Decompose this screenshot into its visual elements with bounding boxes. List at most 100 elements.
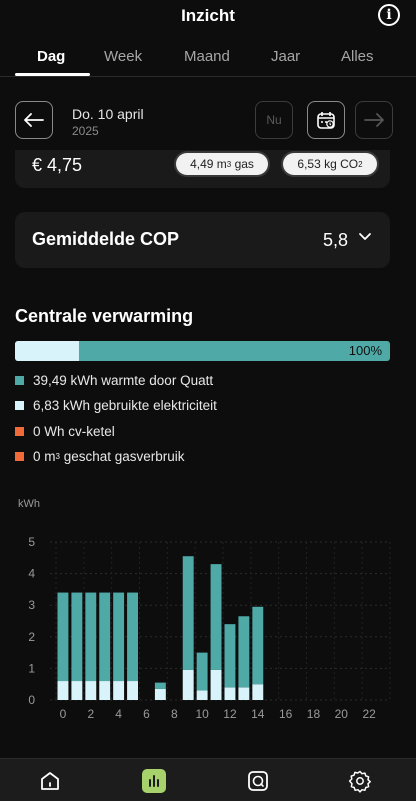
y-tick-label: 2: [28, 630, 35, 644]
co2-label: CO: [340, 157, 359, 171]
bar-heat[interactable]: [154, 682, 166, 689]
y-tick-label: 0: [28, 693, 35, 707]
y-axis-label: kWh: [18, 498, 40, 510]
co2-pill: 6,53 kg CO 2: [283, 153, 377, 175]
bar-electricity[interactable]: [85, 681, 97, 700]
chat-icon: [248, 771, 268, 791]
x-axis-ticks: 0 2 4 6 8 10 12 14 16 18 20 22: [60, 707, 377, 721]
x-tick-label: 0: [60, 707, 67, 721]
legend-swatch: [15, 401, 24, 410]
co2-amount: 6,53: [297, 157, 321, 171]
page-title: Inzicht: [181, 6, 235, 25]
legend-gas-pre: 0 m: [33, 449, 56, 464]
legend-swatch: [15, 427, 24, 436]
tab-week[interactable]: Week: [104, 48, 143, 65]
cop-label: Gemiddelde COP: [32, 229, 180, 249]
x-tick-label: 22: [362, 707, 376, 721]
x-tick-label: 10: [195, 707, 209, 721]
tab-maand[interactable]: Maand: [184, 48, 230, 65]
legend-swatch: [15, 376, 24, 385]
gas-amount: 4,49: [190, 157, 214, 171]
bar-heat[interactable]: [238, 616, 250, 688]
bar-electricity[interactable]: [99, 681, 111, 700]
bar-heat[interactable]: [196, 652, 208, 691]
legend-boiler-text: 0 Wh cv-ketel: [33, 424, 115, 439]
co2-unit: kg: [324, 157, 337, 171]
y-tick-label: 5: [28, 535, 35, 549]
bar-electricity[interactable]: [238, 687, 250, 700]
bar-heat[interactable]: [210, 564, 222, 670]
nav-chat[interactable]: [244, 767, 272, 795]
x-tick-label: 12: [223, 707, 237, 721]
next-day-button[interactable]: [355, 101, 393, 139]
legend-boiler: 0 Wh cv-ketel: [15, 424, 115, 439]
bar-electricity[interactable]: [252, 684, 264, 700]
x-tick-label: 16: [279, 707, 293, 721]
cost-value: € 4,75: [32, 155, 83, 175]
bar-electricity[interactable]: [71, 681, 83, 700]
gas-label: gas: [234, 157, 254, 171]
electricity-share-fill: [15, 341, 79, 361]
x-tick-label: 14: [251, 707, 265, 721]
period-tabs: Dag Week Maand Jaar Alles: [0, 40, 416, 76]
chevron-down-icon[interactable]: [358, 232, 372, 242]
bar-electricity[interactable]: [154, 688, 166, 700]
settings-gear-icon: [348, 770, 371, 793]
legend-heat: 39,49 kWh warmte door Quatt: [15, 373, 213, 388]
bar-heat[interactable]: [85, 592, 97, 682]
legend-swatch: [15, 452, 24, 461]
nav-settings[interactable]: [346, 767, 374, 795]
legend-electricity: 6,83 kWh gebruikte elektriciteit: [15, 398, 217, 413]
tab-dag[interactable]: Dag: [37, 48, 66, 65]
x-tick-label: 4: [115, 707, 122, 721]
nav-home[interactable]: [36, 767, 64, 795]
arrow-left-icon: [24, 113, 44, 127]
legend-heat-text: 39,49 kWh warmte door Quatt: [33, 373, 214, 388]
bar-electricity[interactable]: [224, 687, 236, 700]
bar-heat[interactable]: [71, 592, 83, 682]
bar-electricity[interactable]: [196, 690, 208, 700]
bar-electricity[interactable]: [210, 669, 222, 700]
now-label: Nu: [266, 113, 282, 127]
previous-day-button[interactable]: [15, 101, 53, 139]
central-heating-title: Centrale verwarming: [15, 306, 194, 326]
x-tick-label: 2: [87, 707, 94, 721]
bar-heat[interactable]: [182, 556, 194, 670]
bar-electricity[interactable]: [113, 681, 125, 700]
bottom-navigation: [0, 758, 416, 801]
bar-heat[interactable]: [252, 606, 264, 685]
bar-heat[interactable]: [113, 592, 125, 682]
gas-unit-sup: 3: [226, 159, 232, 169]
bar-heat[interactable]: [127, 592, 138, 682]
tabs-divider: [0, 76, 416, 77]
y-tick-label: 4: [28, 567, 35, 581]
x-tick-label: 20: [335, 707, 349, 721]
x-tick-label: 18: [307, 707, 321, 721]
bar-electricity[interactable]: [57, 681, 69, 700]
tab-alles[interactable]: Alles: [341, 48, 374, 65]
legend-electricity-text: 6,83 kWh gebruikte elektriciteit: [33, 398, 217, 413]
calendar-button[interactable]: [307, 101, 345, 139]
arrow-right-icon: [364, 113, 384, 127]
active-tab-indicator: [15, 73, 90, 76]
co2-sub: 2: [358, 159, 363, 169]
bar-electricity[interactable]: [182, 669, 194, 700]
x-tick-label: 8: [171, 707, 178, 721]
bar-heat[interactable]: [224, 624, 236, 688]
gas-unit: m: [216, 157, 227, 171]
bar-electricity[interactable]: [127, 681, 138, 700]
cop-value: 5,8: [323, 230, 349, 250]
y-tick-label: 1: [28, 661, 35, 675]
heating-progress-bar: 100%: [15, 341, 390, 361]
calendar-icon: [317, 112, 335, 129]
bar-heat[interactable]: [99, 592, 111, 682]
now-button[interactable]: Nu: [255, 101, 293, 139]
nav-insights[interactable]: [140, 767, 168, 795]
tab-jaar[interactable]: Jaar: [271, 48, 301, 65]
info-icon[interactable]: i: [378, 4, 400, 26]
bar-heat[interactable]: [57, 592, 69, 682]
cop-card[interactable]: [15, 212, 390, 268]
